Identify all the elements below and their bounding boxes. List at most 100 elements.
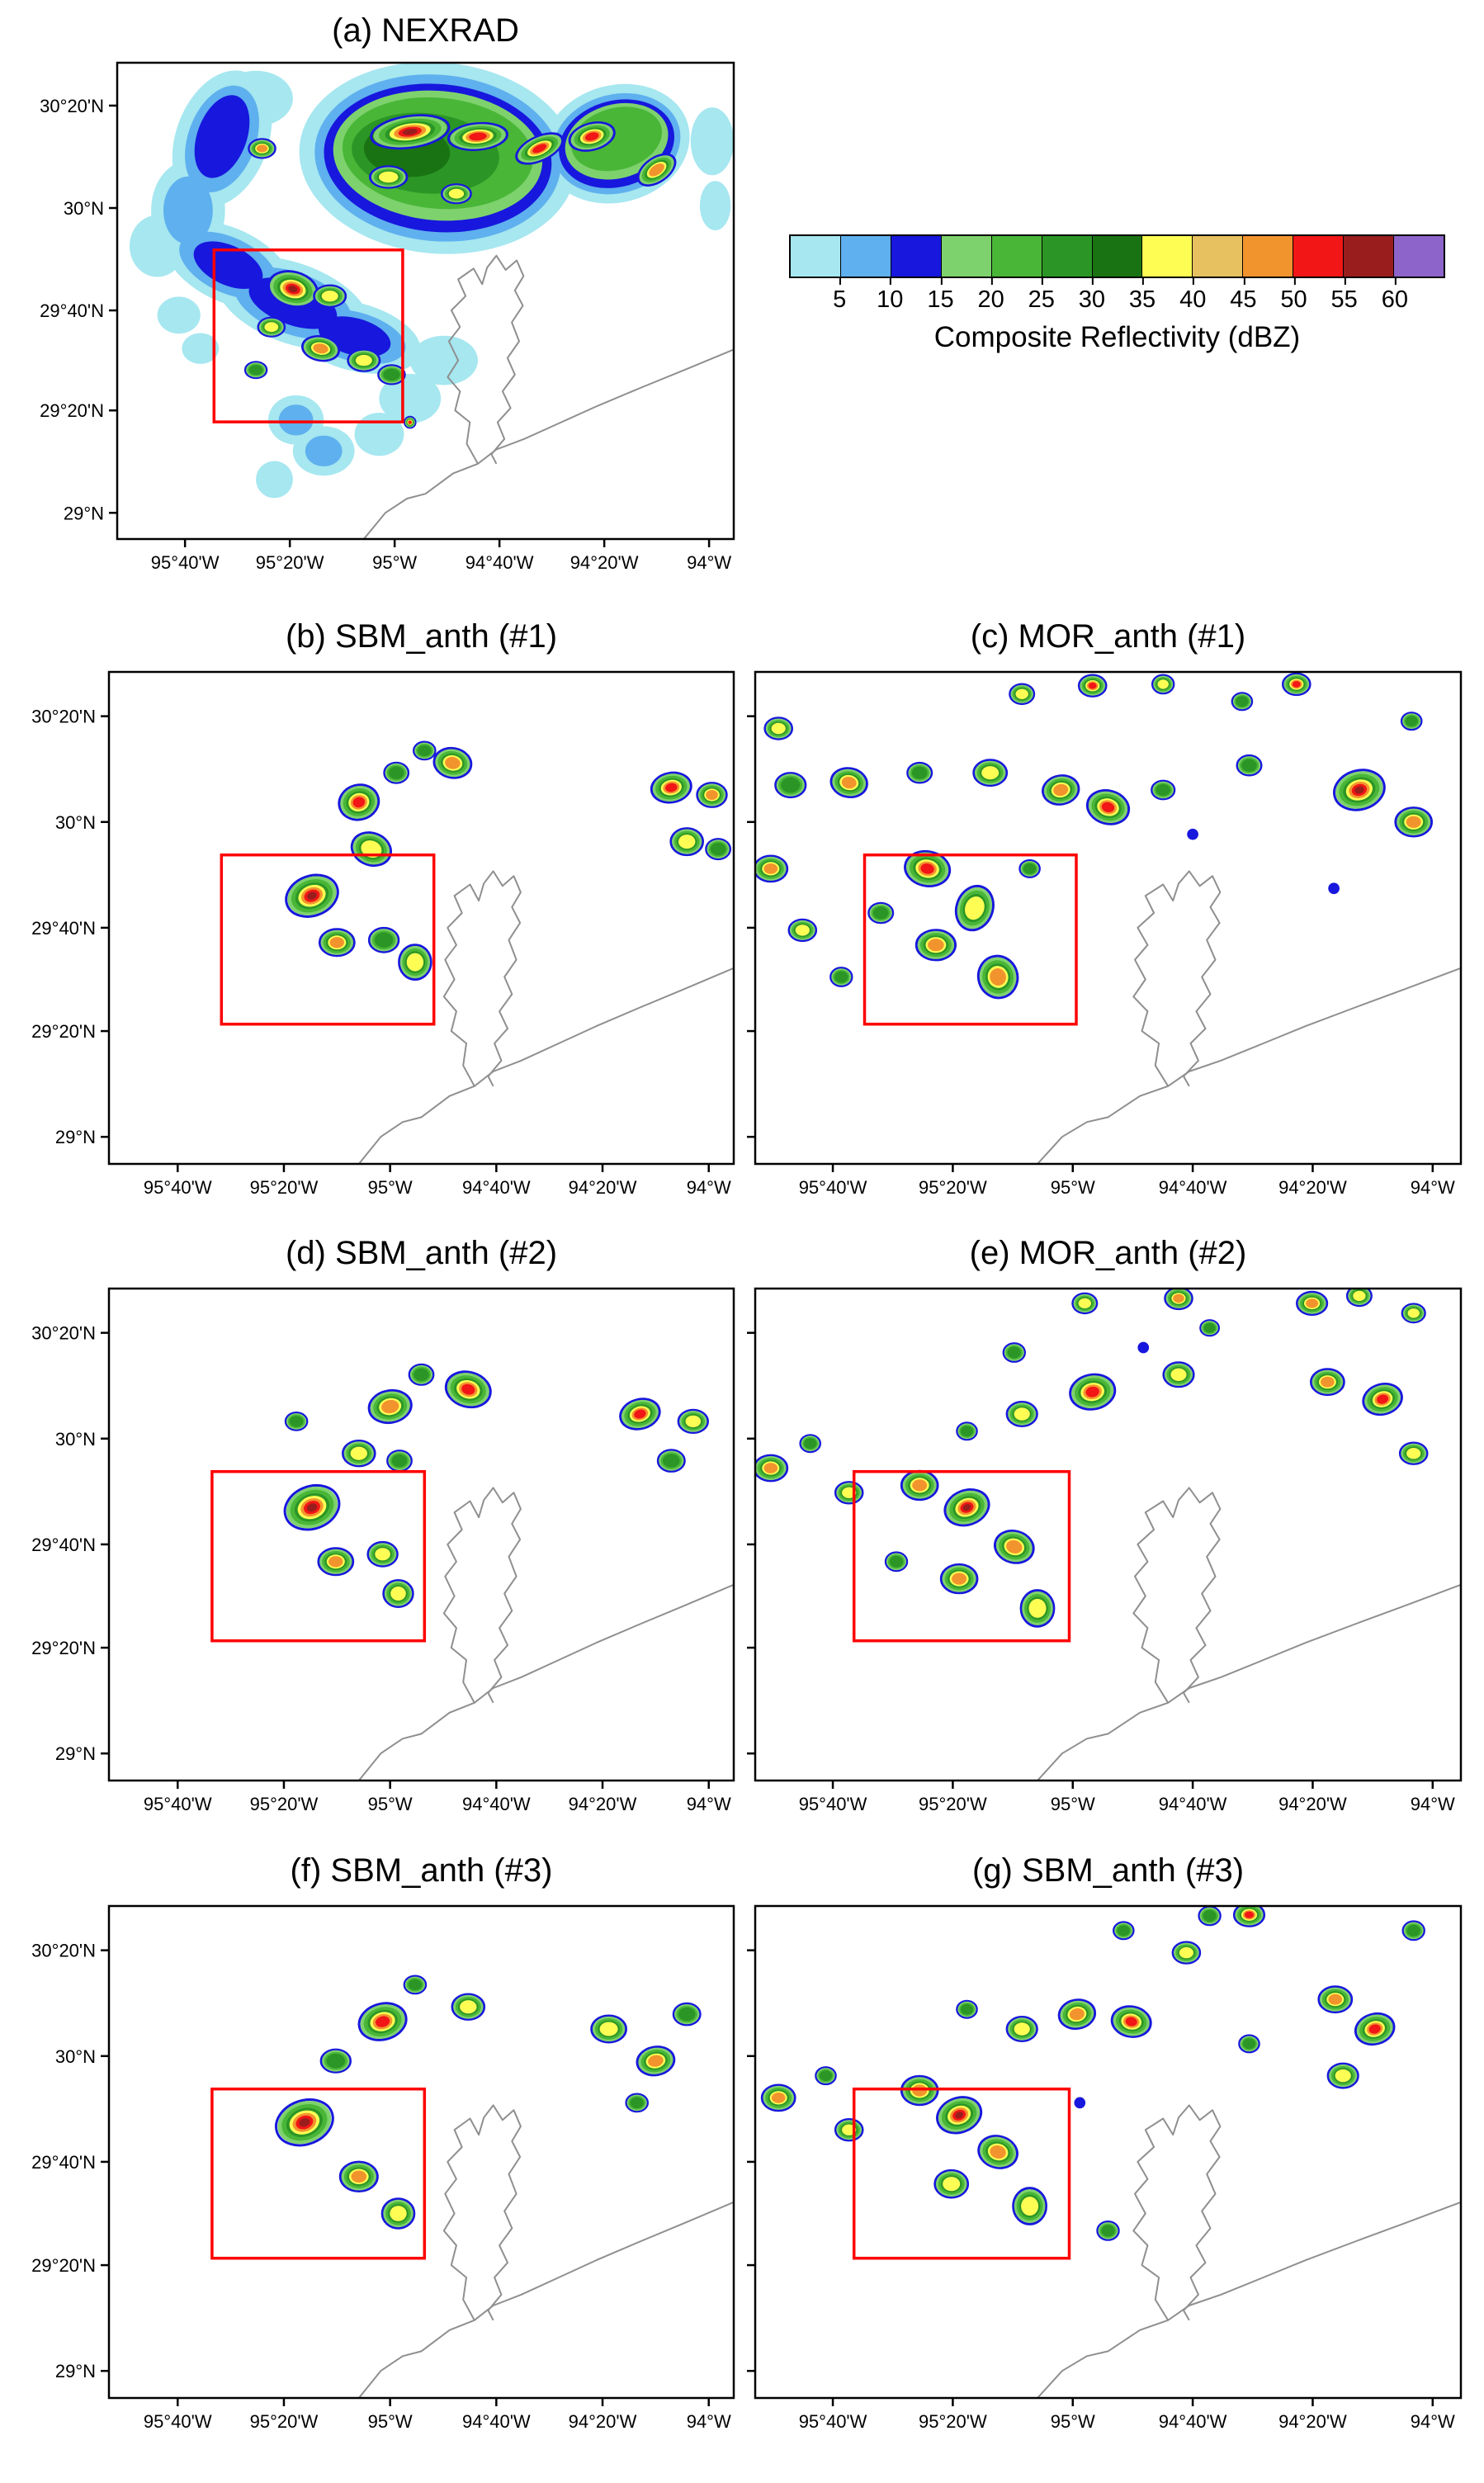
colorbar-tick-label: 5 xyxy=(833,278,847,313)
storm-cell xyxy=(1021,2197,1039,2216)
storm-cell xyxy=(1236,754,1263,777)
storm-cell xyxy=(774,772,807,799)
storm-cell xyxy=(1328,1993,1343,2005)
storm-cell xyxy=(1203,1909,1217,1922)
x-tick-label: 95°W xyxy=(1051,1794,1095,1814)
storm-cell xyxy=(380,2197,416,2230)
storm-cell xyxy=(461,1383,475,1395)
storm-cell xyxy=(710,842,726,856)
storm-cell xyxy=(1110,2005,1152,2038)
colorbar-segment xyxy=(1343,236,1394,277)
storm-cell xyxy=(288,286,298,293)
radar-layer xyxy=(755,1289,1461,1781)
colorbar-tick-label: 55 xyxy=(1330,278,1358,313)
reflectivity-patch xyxy=(256,461,293,499)
storm-cell xyxy=(408,420,412,424)
colorbar-segment xyxy=(1192,236,1243,277)
y-tick-label: 29°N xyxy=(55,1127,96,1147)
storm-cell xyxy=(1018,858,1041,878)
storm-cell xyxy=(408,1363,435,1386)
storm-cell xyxy=(338,2160,379,2192)
x-tick-label: 94°20'W xyxy=(1278,2411,1347,2432)
storm-cell xyxy=(307,892,317,900)
x-tick-label: 94°W xyxy=(687,2411,731,2432)
storm-cell xyxy=(285,873,339,918)
storm-cell xyxy=(993,1530,1035,1564)
storm-cell xyxy=(781,777,801,793)
storm-cell xyxy=(955,2112,964,2119)
colorbar-segment xyxy=(1041,236,1092,277)
storm-cell xyxy=(912,1479,928,1492)
storm-cell xyxy=(284,1412,309,1431)
storm-cell xyxy=(1354,786,1364,794)
colorbar-tick-label: 35 xyxy=(1128,278,1156,313)
storm-cell xyxy=(515,132,565,165)
storm-cell xyxy=(1157,679,1169,689)
storm-cell xyxy=(663,1454,680,1468)
storm-cell xyxy=(1292,681,1301,688)
storm-cell xyxy=(872,906,889,920)
storm-cell xyxy=(317,1547,355,1577)
storm-cell xyxy=(403,1975,428,1995)
storm-cell xyxy=(1156,784,1170,796)
storm-cell xyxy=(763,717,793,740)
x-tick-label: 94°W xyxy=(1411,1177,1455,1198)
x-tick-label: 95°20'W xyxy=(919,1794,987,1814)
storm-cell xyxy=(625,2093,650,2113)
storm-cell xyxy=(1137,1341,1150,1354)
y-tick-label: 29°N xyxy=(55,1743,96,1764)
x-tick-label: 95°W xyxy=(368,2411,413,2432)
storm-cell xyxy=(1407,1308,1420,1318)
reflectivity-patch xyxy=(409,335,478,385)
y-tick-label: 30°N xyxy=(55,2046,96,2067)
x-tick-label: 95°W xyxy=(368,1794,413,1814)
storm-cell xyxy=(669,827,705,857)
storm-cell xyxy=(257,316,286,338)
storm-cell xyxy=(1005,1401,1038,1427)
storm-cell xyxy=(706,790,718,800)
storm-cell xyxy=(367,1388,413,1425)
storm-cell xyxy=(1173,1294,1184,1303)
storm-cell xyxy=(763,863,778,874)
storm-cell xyxy=(1078,1298,1091,1309)
storm-cell xyxy=(678,2007,696,2022)
storm-cell xyxy=(990,968,1006,986)
map-frame xyxy=(754,1904,1463,2400)
storm-cell xyxy=(326,2053,346,2069)
storm-cell xyxy=(1069,2008,1085,2021)
storm-cell xyxy=(867,901,895,925)
storm-cell xyxy=(1101,802,1115,813)
y-tick-label: 30°20'N xyxy=(31,1941,96,1961)
storm-cell xyxy=(1406,1448,1421,1459)
storm-cell xyxy=(1113,1921,1135,1941)
y-tick-label: 30°N xyxy=(64,198,104,219)
storm-cell xyxy=(965,896,985,920)
storm-cell xyxy=(1400,712,1423,731)
map-panel-g: 95°40'W 95°20'W 95°W 94°40'W 94°20'W 94°W xyxy=(747,1904,1463,2432)
storm-cell xyxy=(1326,2062,1359,2089)
storm-cell xyxy=(1151,779,1176,801)
storm-cell xyxy=(904,849,952,887)
x-tick-label: 95°40'W xyxy=(799,1177,867,1198)
storm-cell xyxy=(398,944,432,981)
storm-cell xyxy=(696,782,728,808)
storm-cell xyxy=(413,740,437,761)
storm-cell xyxy=(374,932,394,948)
storm-cell xyxy=(584,132,599,141)
storm-cell xyxy=(1245,1911,1254,1918)
panel-title-a: (a) NEXRAD xyxy=(332,12,519,49)
x-tick-label: 94°40'W xyxy=(1159,2411,1227,2432)
storm-cell xyxy=(408,1979,423,1991)
storm-cell xyxy=(634,1409,646,1419)
radar-layer xyxy=(760,1906,1461,2398)
radar-layer xyxy=(283,1363,734,1781)
colorbar-segment xyxy=(940,236,991,277)
panel-title-f: (f) SBM_anth (#3) xyxy=(290,1852,553,1889)
storm-cell xyxy=(650,771,692,804)
storm-cell xyxy=(1164,1289,1193,1311)
y-tick-label: 29°40'N xyxy=(31,1535,96,1555)
map-panel-e: 95°40'W 95°20'W 95°W 94°40'W 94°20'W 94°W xyxy=(747,1287,1463,1814)
storm-cell xyxy=(1125,2017,1137,2027)
storm-cell xyxy=(678,835,696,849)
storm-cell xyxy=(665,783,678,792)
